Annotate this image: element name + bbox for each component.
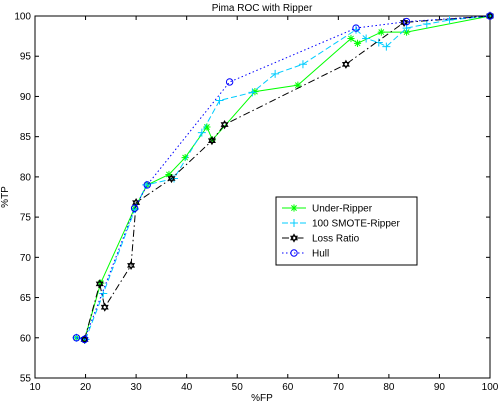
legend-item: Under-Ripper [282,204,373,215]
x-tick-label: 30 [131,382,143,393]
data-point [377,28,385,36]
legend-label: Loss Ratio [312,234,360,245]
data-point [362,34,371,43]
x-tick-label: 70 [333,382,345,393]
data-point [298,60,307,69]
legend-marker [290,219,298,227]
data-point [95,279,104,289]
data-point [100,302,109,312]
data-point [248,88,257,97]
y-tick-label: 55 [20,374,32,385]
data-point [402,28,411,36]
x-tick-label: 100 [482,382,499,393]
legend-label: Under-Ripper [312,204,373,215]
data-point [271,69,280,78]
x-tick-label: 50 [232,382,244,393]
data-point [130,204,139,212]
data-point [445,16,454,25]
data-point [165,170,173,179]
data-point [143,181,151,189]
data-point [402,17,411,26]
data-point [352,24,360,32]
series-line [76,15,491,340]
series-line [84,15,491,340]
data-point [80,334,89,344]
data-point [486,12,494,20]
data-point [127,260,136,270]
series-line [76,15,491,340]
data-point [220,119,229,130]
legend-item: 100 SMOTE-Ripper [282,219,400,230]
y-tick-label: 70 [20,253,32,264]
data-point [382,42,391,51]
legend-marker [290,204,298,212]
data-point [181,153,189,162]
data-point [80,335,89,344]
y-tick-label: 85 [20,132,32,143]
data-point [203,123,211,131]
legend-marker [290,233,298,243]
y-tick-label: 60 [20,333,32,344]
data-point [225,78,234,86]
data-point [215,96,224,105]
x-tick-label: 60 [282,382,294,393]
x-tick-label: 10 [29,382,41,393]
axis-ticks: 10 20 30 40 50 60 70 80 90 100 55 60 65 70 75 80 85 90 95 1… [14,12,498,394]
y-tick-label: 80 [20,172,32,183]
plot-frame [34,15,491,379]
chart-title: Pima ROC with Ripper [212,3,313,14]
data-point [402,24,411,33]
data-point [72,333,81,342]
legend: Under-Ripper 100 SMOTE-Ripper Loss Ratio Hu… [275,196,418,266]
data-point [251,88,259,96]
data-point [353,39,362,47]
y-axis-label: %TP [0,186,11,208]
series-layer [72,11,494,344]
data-point [294,81,302,89]
series-hull [72,12,494,344]
x-axis-label: %FP [251,393,273,402]
data-point [167,173,176,184]
data-point [97,279,105,287]
x-tick-label: 80 [383,382,395,393]
y-tick-label: 95 [20,52,32,63]
y-tick-label: 65 [20,293,32,304]
x-tick-label: 20 [80,382,92,393]
legend-item: Hull [282,249,329,260]
y-tick-label: 100 [14,12,31,23]
y-tick-label: 75 [20,213,32,224]
data-point [197,128,206,137]
y-tick-label: 90 [20,92,32,103]
legend-marker [290,249,298,257]
legend-item: Loss Ratio [282,233,360,245]
legend-label: 100 SMOTE-Ripper [312,219,400,230]
data-point [207,136,216,146]
data-point [72,334,81,342]
data-point [486,11,494,21]
data-point [347,34,355,43]
x-tick-label: 40 [181,382,193,393]
data-point [422,20,431,29]
data-point [341,59,350,69]
x-tick-label: 90 [434,382,446,393]
legend-label: Hull [312,249,329,260]
